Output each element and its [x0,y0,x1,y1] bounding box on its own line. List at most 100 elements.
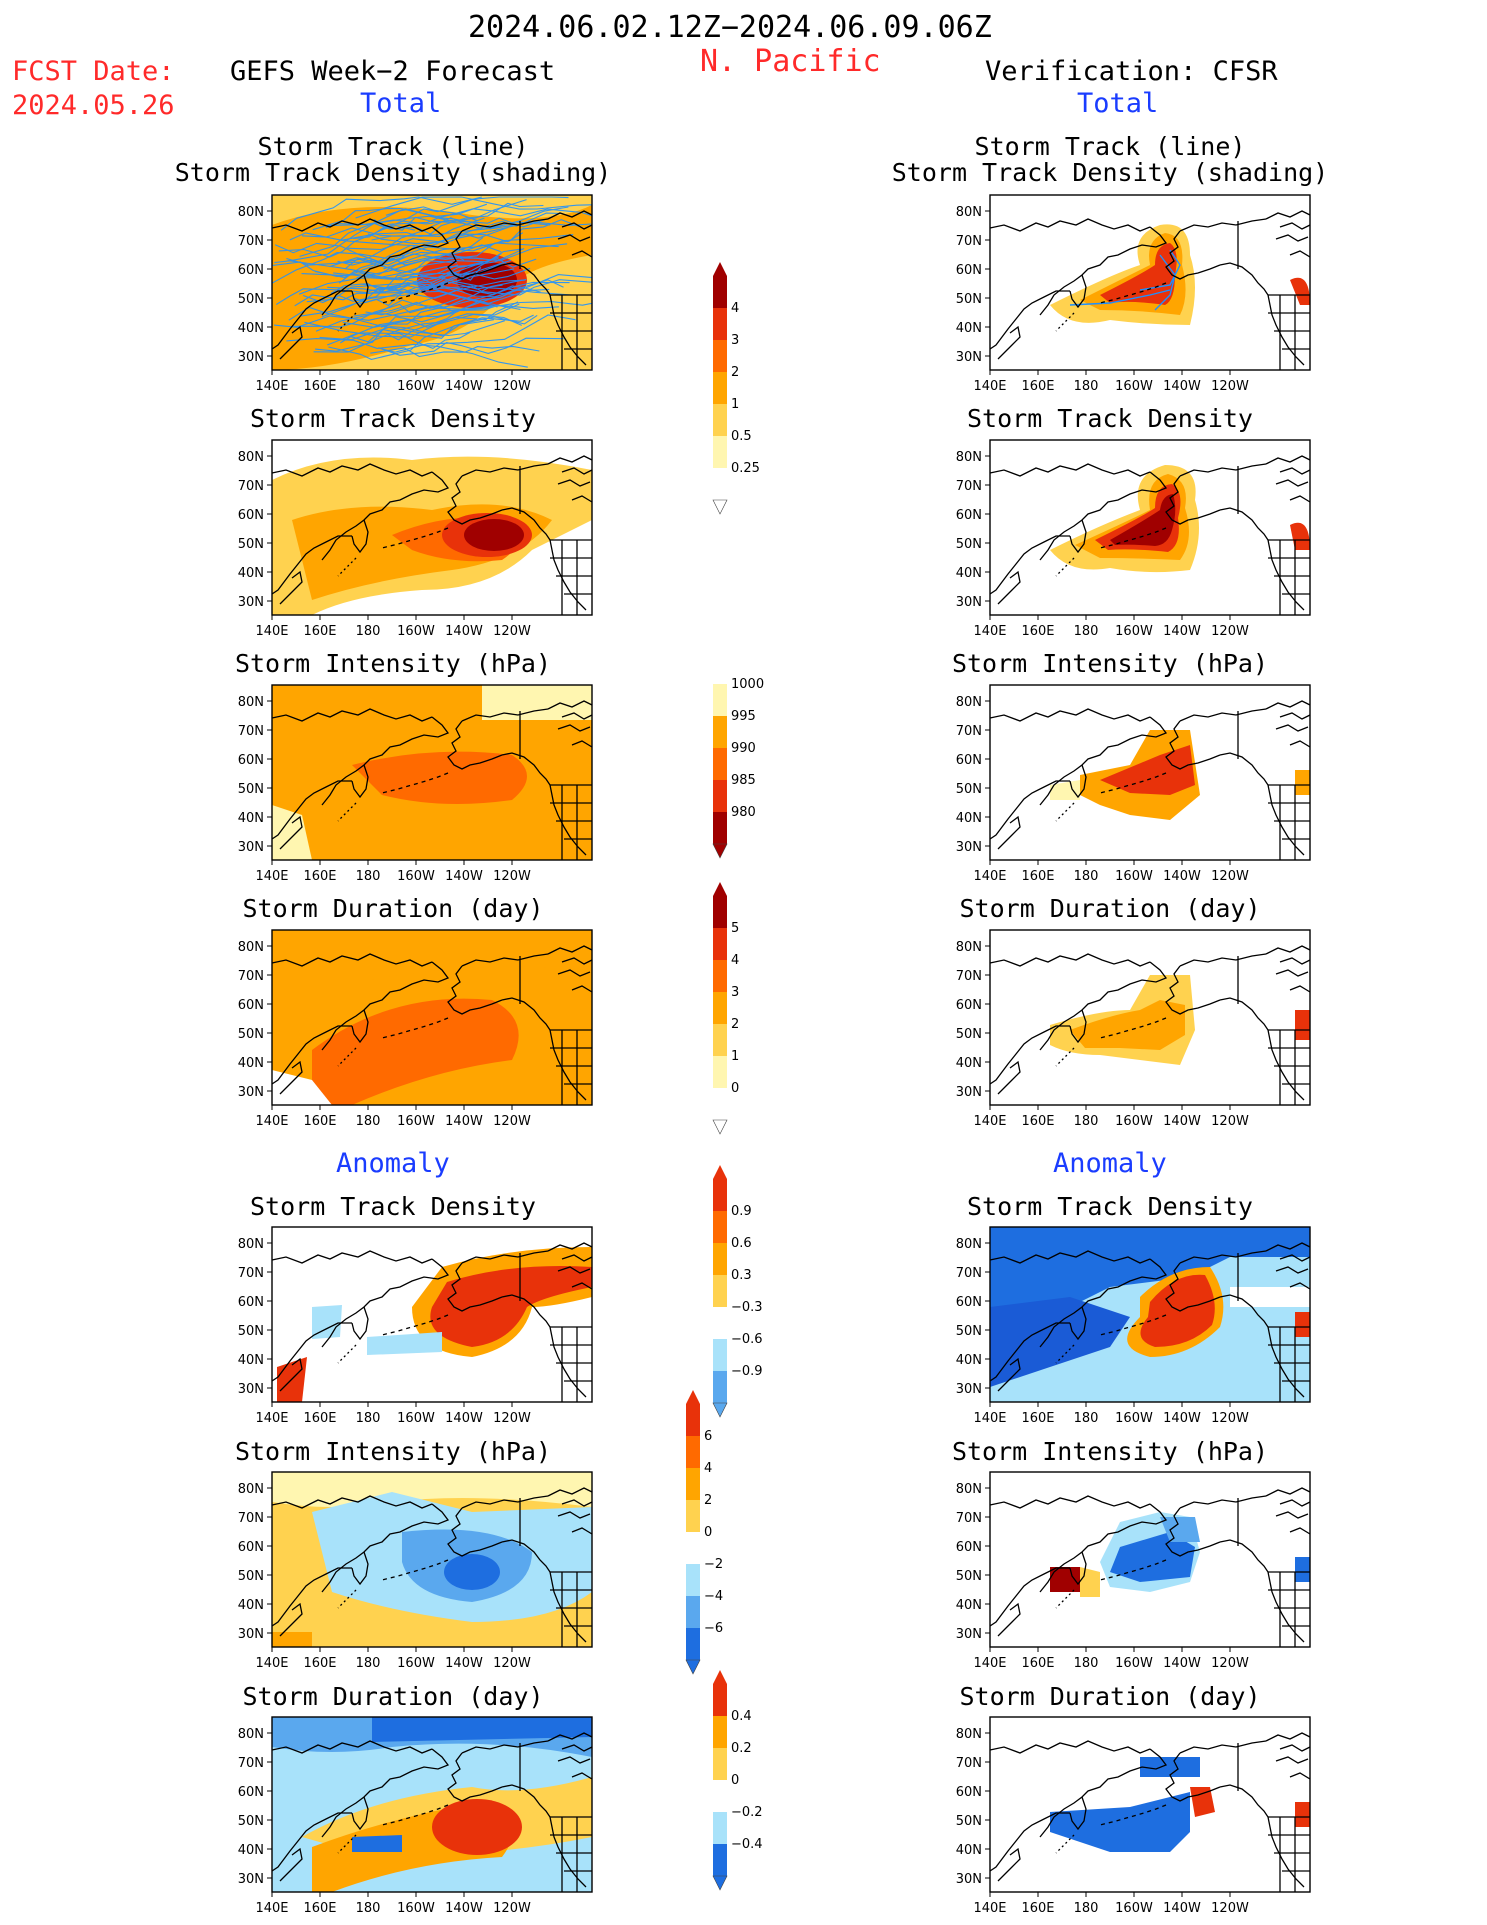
lon-label: 180 [1074,1656,1099,1671]
lon-label: 160E [303,1114,336,1129]
lon-label: 140W [445,624,483,639]
colorbar-arrow-bottom [712,843,728,859]
lon-label: 160E [1021,624,1054,639]
colorbar-arrow-top [713,262,727,276]
title-density-anom-right: Storm Track Density [967,1192,1253,1221]
lat-label: 40N [238,1056,264,1071]
map-duration-anomaly-verification: 80N 70N 60N 50N 40N 30N 140E 160E 180 160W 140W 120… [956,1716,1311,1916]
lat-label: 30N [956,1872,982,1887]
colorbar-segment [713,372,727,404]
storm-track-line [304,313,523,338]
map-intensity-anomaly-forecast: 80N 70N 60N 50N 40N 30N 140E 160E 180 160W 140W 120… [238,1471,593,1671]
title-track-line-left: Storm Track (line) [257,132,529,161]
storm-track-line [280,196,483,231]
lon-label: 160E [1021,869,1054,884]
lon-label: 140W [1163,1656,1201,1671]
colorbar-label: −0.9 [731,1364,763,1379]
lon-label: 160W [1115,1411,1153,1426]
colorbar-label: 980 [731,805,756,820]
colorbar-label: 4 [704,1461,712,1476]
lat-label: 70N [956,479,982,494]
colorbar-segment [713,1812,727,1844]
colorbar-segment [713,436,727,468]
lon-label: 180 [356,1411,381,1426]
lon-label: 180 [1074,1114,1099,1129]
map-density-anomaly-forecast: 80N 70N 60N 50N 40N 30N 140E 160E 180 160W 140W 120… [238,1226,593,1426]
colorbar-segment [713,1716,727,1748]
lat-label: 60N [956,1785,982,1800]
lon-label: 160E [303,624,336,639]
colorbar-duration-total: 5 4 3 2 1 0 [712,882,739,1135]
colorbar-segment [713,684,727,716]
lon-label: 120W [493,1656,531,1671]
colorbar-label: −4 [704,1589,723,1604]
lon-label: 160W [1115,1656,1153,1671]
colorbar-segment [713,1179,727,1211]
colorbar-segment [713,1780,727,1812]
lon-label: 120W [1211,1411,1249,1426]
colorbar-segment [713,1211,727,1243]
storm-track-line [339,206,569,242]
map-intensity-forecast: 80N 70N 60N 50N 40N 30N 140E 160E 180 160W 140W 120… [238,684,593,884]
title-duration-right: Storm Duration (day) [959,894,1261,923]
lon-label: 140W [1163,1114,1201,1129]
lat-label: 70N [238,1756,264,1771]
storm-track-line [378,337,564,356]
colorbar-segment [686,1596,700,1628]
colorbar-segment [713,276,727,308]
lat-label: 70N [956,1266,982,1281]
lon-label: 140E [973,1114,1006,1129]
lat-label: 50N [956,1569,982,1584]
lat-label: 40N [956,1056,982,1071]
colorbar-label: 0.2 [731,1741,752,1756]
lat-label: 70N [238,234,264,249]
lon-label: 160E [303,869,336,884]
colorbar-label: 0.5 [731,429,752,444]
lat-label: 70N [956,969,982,984]
title-density-anom-left: Storm Track Density [250,1192,536,1221]
map-duration-forecast: 80N 70N 60N 50N 40N 30N 140E 160E 180 160W 140W 120… [238,929,593,1129]
region-title: N. Pacific [700,44,881,79]
lon-label: 180 [1074,869,1099,884]
map-track-verification: 80N 70N 60N 50N 40N 30N 140E 160E 180 160W 140W 120… [956,194,1311,394]
storm-track-line [325,199,527,229]
lon-label: 160E [1021,1656,1054,1671]
colorbar-segment [713,896,727,928]
lon-label: 120W [1211,1656,1249,1671]
lon-label: 140E [973,1656,1006,1671]
left-total-label: Total [360,88,442,119]
lon-label: 120W [1211,869,1249,884]
colorbar-label: 4 [731,301,739,316]
lat-label: 60N [238,1540,264,1555]
lat-label: 80N [956,1727,982,1742]
lat-label: 40N [238,1353,264,1368]
lat-label: 70N [238,969,264,984]
lat-label: 40N [238,1598,264,1613]
lat-label: 70N [956,1511,982,1526]
lat-label: 50N [956,1324,982,1339]
lon-label: 140W [445,1656,483,1671]
colorbar-density-anomaly: 0.9 0.6 0.3 −0.3 −0.6 −0.9 [712,1165,763,1418]
colorbar-intensity-anomaly: 6 4 2 0 −2 −4 −6 [685,1390,723,1675]
lon-label: 120W [1211,1901,1249,1916]
colorbar-label: 0.9 [731,1204,752,1219]
colorbar-label: 2 [704,1493,712,1508]
lat-label: 60N [956,998,982,1013]
lon-label: 120W [493,624,531,639]
colorbar-label: 995 [731,709,756,724]
lon-label: 140W [1163,1901,1201,1916]
storm-track-line [313,303,520,353]
lon-label: 140W [445,1411,483,1426]
storm-track-line [369,279,593,296]
colorbar-segment [713,1243,727,1275]
map-track-forecast: 80N 70N 60N 50N 40N 30N 140E 160E 180 160W 140W 120… [238,194,593,394]
lon-label: 160W [397,1114,435,1129]
lon-label: 180 [356,869,381,884]
storm-track-line [328,314,534,360]
lat-label: 80N [956,205,982,220]
title-track-line-right: Storm Track (line) [974,132,1246,161]
lat-label: 40N [956,321,982,336]
lon-label: 140W [1163,379,1201,394]
lon-label: 120W [493,1901,531,1916]
colorbar-density-total: 4 3 2 1 0.5 0.25 [712,262,760,515]
